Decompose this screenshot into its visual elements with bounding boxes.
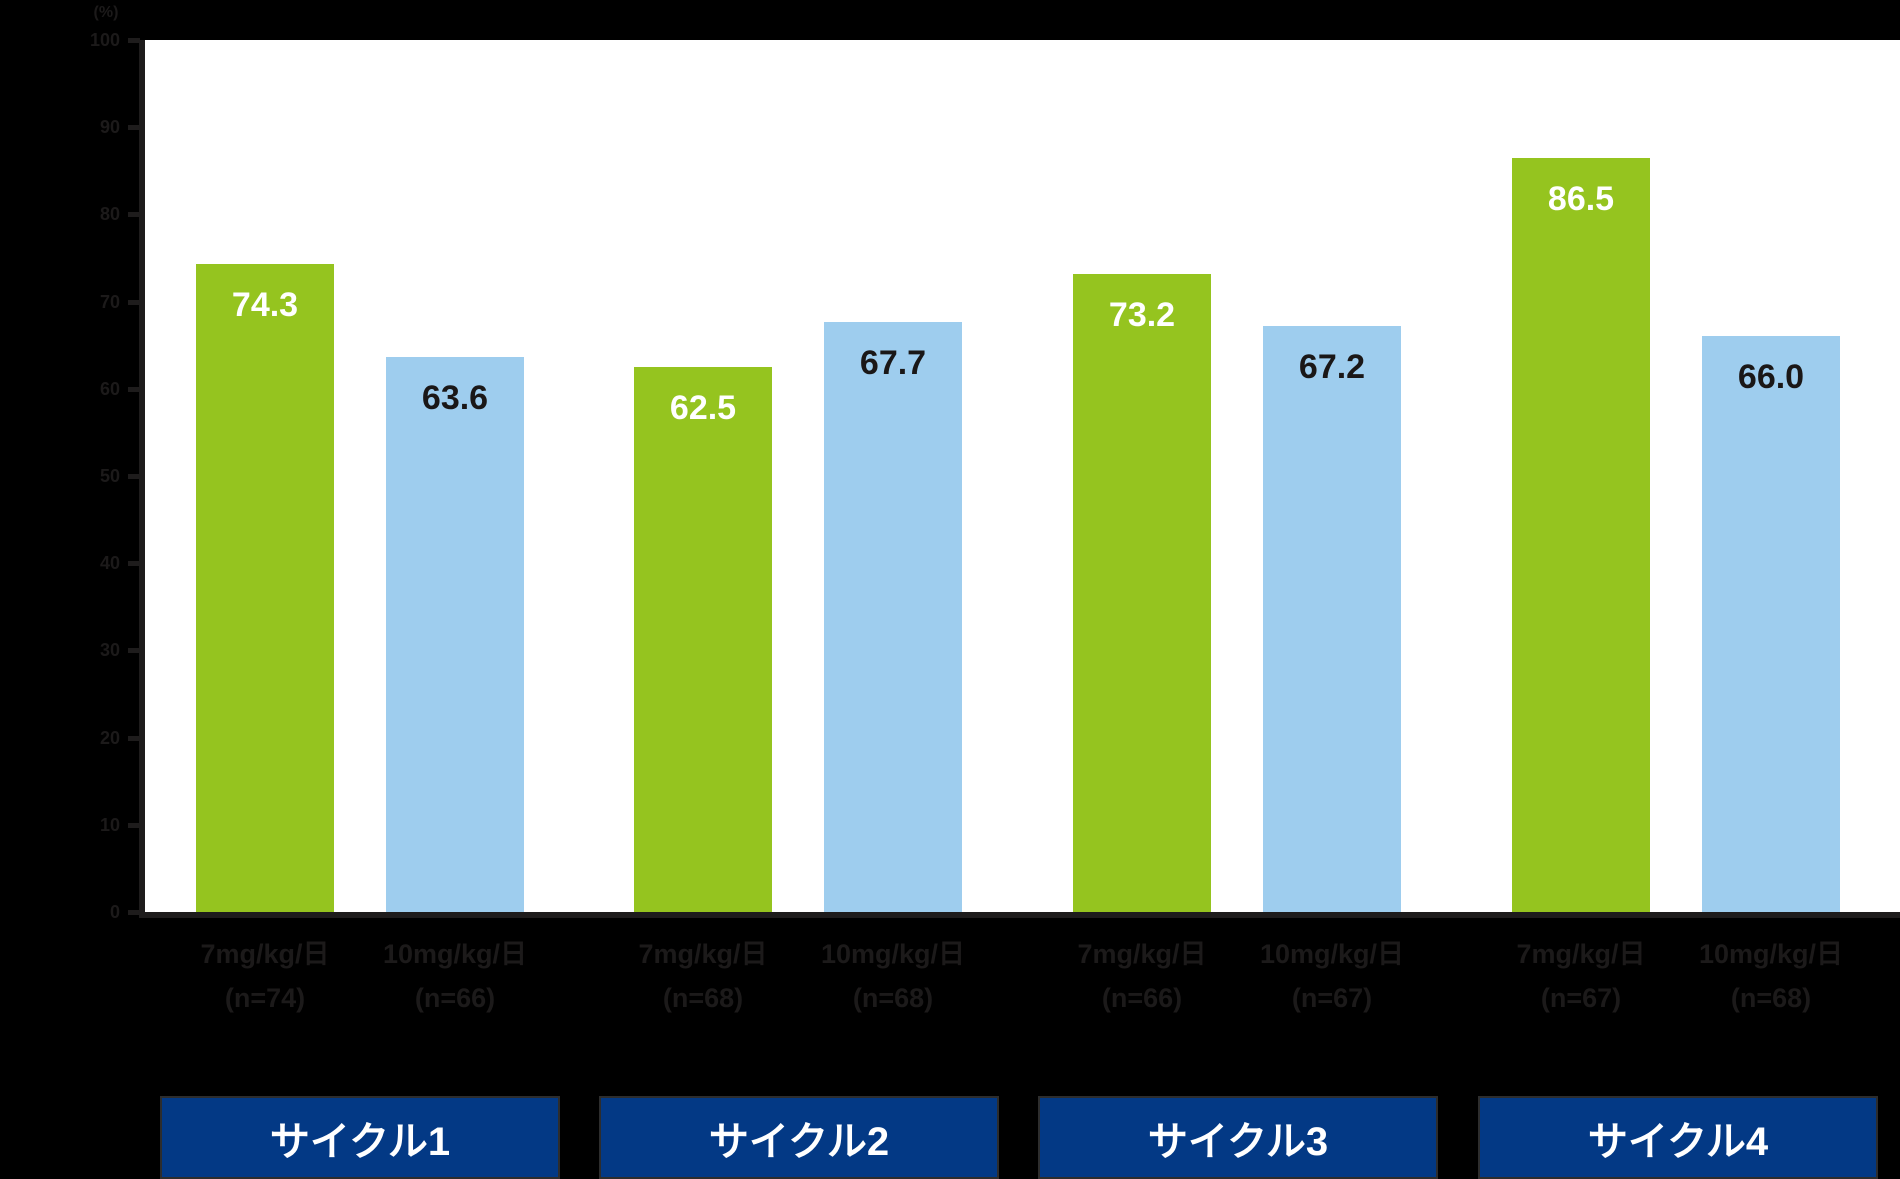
y-tick-label: 0 <box>109 902 120 922</box>
bar-value-label: 73.2 <box>1108 296 1176 334</box>
category-label: 7mg/kg/日 (n=67) <box>1516 939 1646 1013</box>
bar-value-label: 66.0 <box>1737 358 1805 396</box>
y-tick-label: 60 <box>99 379 120 399</box>
bar-value-label: 74.3 <box>231 286 299 324</box>
bar-cycle1-green: 74.3 <box>196 264 334 912</box>
bar-cycle2-green: 62.5 <box>634 367 772 912</box>
y-tick <box>128 387 140 392</box>
y-tick-label: 10 <box>99 815 120 835</box>
cycle-label-4: サイクル4 <box>1478 1096 1878 1179</box>
y-tick-label: 20 <box>99 728 120 748</box>
category-label: 10mg/kg/日 (n=68) <box>1698 939 1844 1013</box>
y-tick-label: 40 <box>99 553 120 573</box>
y-axis-line <box>139 40 145 918</box>
bar-cycle1-blue: 63.6 <box>386 357 524 912</box>
cycle-label-1: サイクル1 <box>160 1096 560 1179</box>
y-tick-label: 50 <box>99 466 120 486</box>
y-tick-label: 70 <box>99 292 120 312</box>
x-axis-line <box>139 912 1900 918</box>
bar-cycle3-green: 73.2 <box>1073 274 1211 912</box>
bar-value-label: 62.5 <box>669 389 737 427</box>
bar-value-label: 67.7 <box>859 344 927 382</box>
y-tick <box>128 125 140 130</box>
bar-value-label: 86.5 <box>1547 180 1615 218</box>
y-axis-unit: (%) <box>93 4 119 21</box>
y-tick <box>128 561 140 566</box>
bar-value-label: 67.2 <box>1298 348 1366 386</box>
y-tick <box>128 910 140 915</box>
bar-cycle4-green: 86.5 <box>1512 158 1650 912</box>
y-tick <box>128 38 140 43</box>
category-label: 10mg/kg/日 (n=66) <box>382 939 528 1013</box>
category-label: 10mg/kg/日 (n=68) <box>820 939 966 1013</box>
y-tick <box>128 823 140 828</box>
category-label: 7mg/kg/日 (n=66) <box>1077 939 1207 1013</box>
y-tick-label: 80 <box>99 204 120 224</box>
bar-cycle2-blue: 67.7 <box>824 322 962 912</box>
y-tick-label: 90 <box>99 117 120 137</box>
category-label: 7mg/kg/日 (n=68) <box>638 939 768 1013</box>
y-tick <box>128 212 140 217</box>
y-tick-label: 30 <box>99 640 120 660</box>
y-tick <box>128 736 140 741</box>
y-tick-label: 100 <box>89 30 120 50</box>
y-tick <box>128 474 140 479</box>
y-tick <box>128 648 140 653</box>
cycle-label-2: サイクル2 <box>599 1096 999 1179</box>
category-label: 10mg/kg/日 (n=67) <box>1259 939 1405 1013</box>
bar-cycle3-blue: 67.2 <box>1263 326 1401 912</box>
y-axis-title <box>4 90 40 870</box>
bar-cycle4-blue: 66.0 <box>1702 336 1840 912</box>
cycle-label-3: サイクル3 <box>1038 1096 1438 1179</box>
bar-value-label: 63.6 <box>421 379 489 417</box>
category-label: 7mg/kg/日 (n=74) <box>200 939 330 1013</box>
y-tick <box>128 300 140 305</box>
